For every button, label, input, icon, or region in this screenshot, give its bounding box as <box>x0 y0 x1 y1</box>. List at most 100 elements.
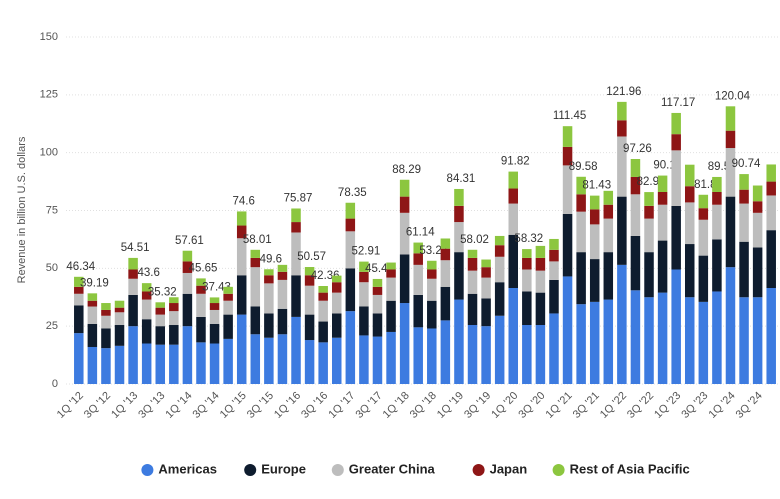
bar-segment <box>603 190 614 205</box>
bar-segment <box>359 282 369 307</box>
bar-segment <box>223 300 233 315</box>
bar-segment <box>440 248 451 261</box>
bar-segment <box>291 232 301 276</box>
bar-segment <box>372 336 383 384</box>
bar-segment <box>671 112 681 135</box>
total-label: 35.32 <box>148 286 177 298</box>
bar-segment <box>318 321 328 343</box>
legend-marker <box>141 464 154 476</box>
bar-segment <box>630 235 641 291</box>
bar-segment <box>87 300 98 307</box>
bar-segment <box>644 297 654 384</box>
total-label: 52.91 <box>352 246 381 258</box>
bar-segment <box>589 224 600 260</box>
bar-segment <box>359 271 369 283</box>
bar-segment <box>684 297 695 384</box>
bar-segment <box>644 252 654 298</box>
bar-segment <box>494 235 505 246</box>
bar-segment <box>74 293 84 306</box>
total-label: 111.45 <box>553 110 586 122</box>
bar-segment <box>603 252 614 300</box>
bar-segment <box>386 300 396 332</box>
bar-segment <box>644 205 654 219</box>
bar-segment <box>250 306 261 335</box>
bar-segment <box>114 307 125 313</box>
bar-segment <box>576 304 586 384</box>
total-label: 88.29 <box>392 164 421 176</box>
bar-segment <box>766 287 776 384</box>
bar-segment <box>576 211 586 253</box>
bar-segment <box>671 150 681 206</box>
total-label: 57.61 <box>175 235 204 247</box>
bar-segment <box>386 262 396 270</box>
bar-segment <box>562 165 573 214</box>
y-tick-label: 50 <box>46 262 58 274</box>
bar-segment <box>481 326 491 384</box>
legend-label: Japan <box>490 461 528 476</box>
bar-segment <box>277 334 288 384</box>
bar-segment <box>454 252 464 300</box>
bar-segment <box>169 344 179 384</box>
bar-segment <box>427 260 437 270</box>
bar-segment <box>522 291 532 326</box>
bar-segment <box>372 278 383 287</box>
bar-segment <box>535 270 546 293</box>
x-tick-label: 1Q '21 <box>544 390 575 421</box>
bar-segment <box>603 204 614 219</box>
bar-segment <box>359 306 369 336</box>
bar-segment <box>223 286 233 294</box>
x-tick-label: 3Q '18 <box>408 390 439 421</box>
bar-segment <box>236 275 247 315</box>
total-label: 78.35 <box>338 187 367 199</box>
bar-segment <box>209 343 220 384</box>
bar-segment <box>617 120 627 137</box>
bar-segment <box>155 314 166 327</box>
bar-segment <box>372 313 383 337</box>
bar-segment <box>549 249 559 262</box>
bar-segment <box>494 282 505 316</box>
bar-segment <box>508 203 519 235</box>
bar-segment <box>712 191 722 205</box>
bar-segment <box>603 218 614 253</box>
bar-segment <box>454 222 464 253</box>
bar-segment <box>413 242 423 254</box>
bar-segment <box>304 267 315 276</box>
bar-segment <box>399 196 410 213</box>
legend-marker <box>331 464 344 476</box>
bar-segment <box>291 275 301 317</box>
bar-segment <box>87 346 98 384</box>
bar-segment <box>399 303 410 384</box>
bar-segment <box>155 344 166 384</box>
bar-segment <box>684 202 695 245</box>
bar-segment <box>87 323 98 347</box>
bar-segment <box>725 130 736 149</box>
bar-segment <box>684 186 695 203</box>
bar-segment <box>182 272 193 294</box>
bar-segment <box>535 292 546 326</box>
bar-segment <box>399 254 410 304</box>
bar-segment <box>522 269 532 292</box>
bar-segment <box>508 234 519 288</box>
bar-segment <box>264 283 274 314</box>
bar-segment <box>427 278 437 301</box>
bar-segment <box>277 271 288 280</box>
bar-segment <box>277 308 288 335</box>
bar-segment <box>454 299 464 384</box>
total-label: 120.04 <box>715 90 751 102</box>
bar-segment <box>386 269 396 278</box>
bar-segment <box>264 275 274 284</box>
bar-segment <box>196 285 206 294</box>
bar-segment <box>603 299 614 384</box>
bar-segment <box>413 253 423 265</box>
bar-segment <box>128 294 138 327</box>
bar-segment <box>644 192 654 206</box>
bar-segment <box>250 257 261 268</box>
bar-segment <box>766 230 776 288</box>
bar-segment <box>657 292 668 384</box>
bar-segment <box>535 325 546 384</box>
bar-segment <box>182 261 193 273</box>
y-tick-label: 100 <box>40 147 58 159</box>
bar-segment <box>101 315 111 329</box>
legend-marker <box>244 464 257 476</box>
bar-segment <box>250 267 261 307</box>
